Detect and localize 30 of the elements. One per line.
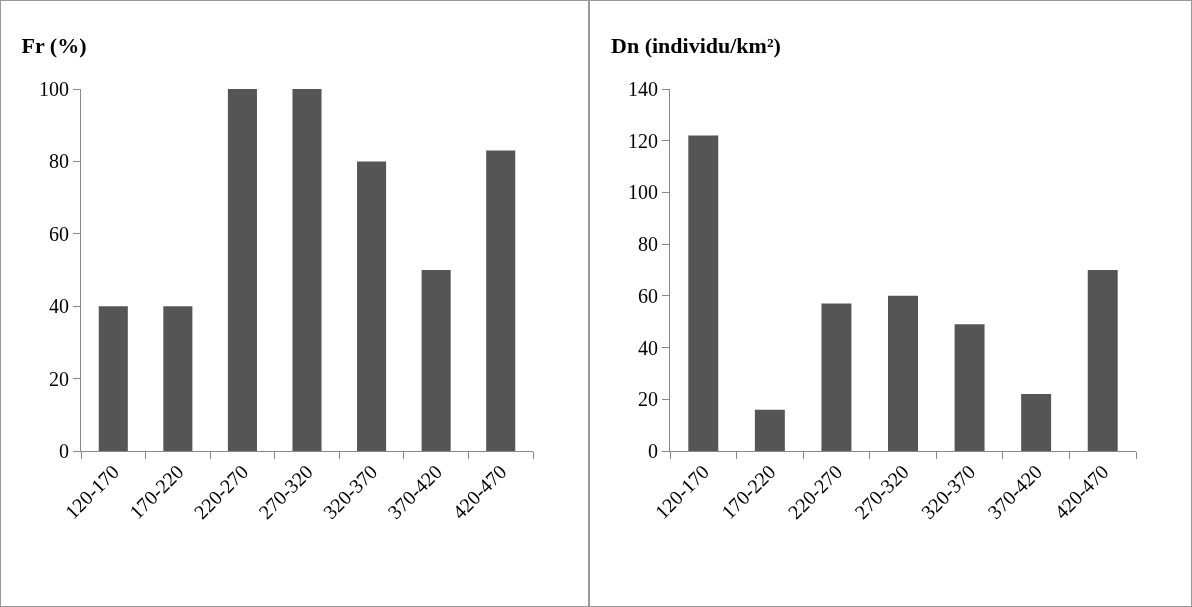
y-tick-label: 80 xyxy=(638,233,658,256)
bar xyxy=(754,409,785,451)
y-tick-label: 20 xyxy=(49,367,69,390)
y-tick-label: 100 xyxy=(628,181,658,204)
bar xyxy=(821,303,852,451)
y-tick-label: 140 xyxy=(628,78,658,100)
y-tick-label: 100 xyxy=(39,78,69,100)
bar xyxy=(292,89,322,451)
y-tick-label: 60 xyxy=(49,222,69,245)
bar xyxy=(227,89,257,451)
y-tick-label: 120 xyxy=(628,129,658,152)
bar xyxy=(888,295,918,451)
bar xyxy=(421,270,451,451)
bar xyxy=(98,306,128,451)
bar xyxy=(1021,394,1052,451)
y-tick-label: 40 xyxy=(49,295,69,318)
bar xyxy=(357,161,387,451)
bar xyxy=(486,150,516,451)
y-tick-label: 60 xyxy=(638,284,658,307)
y-tick-label: 0 xyxy=(648,440,658,462)
y-tick-label: 80 xyxy=(49,150,69,173)
bar xyxy=(1087,270,1118,451)
y-tick-label: 20 xyxy=(638,388,658,411)
bar xyxy=(954,324,985,451)
y-tick-label: 40 xyxy=(638,336,658,359)
bar xyxy=(163,306,193,451)
y-tick-label: 0 xyxy=(59,440,69,462)
bar xyxy=(688,135,719,451)
chart-title: Dn (individu/km²) xyxy=(611,32,781,58)
chart-title: Fr (%) xyxy=(21,32,87,58)
